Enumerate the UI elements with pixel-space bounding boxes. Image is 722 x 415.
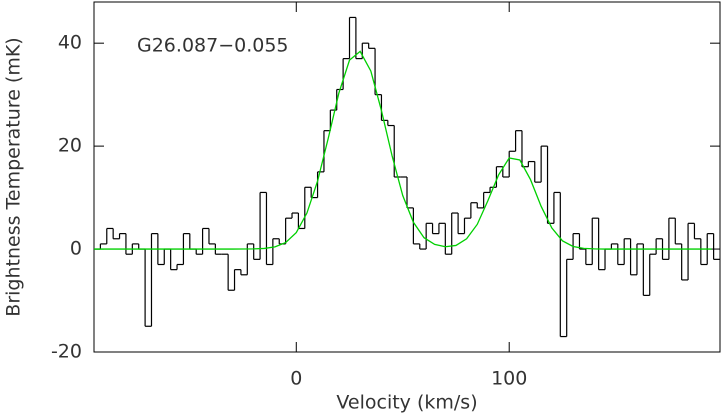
fit-curve [94,50,712,250]
x-tick-label: 0 [290,368,302,390]
plot-frame [93,1,721,353]
spectrum-risers [99,17,715,337]
y-tick-label: 0 [70,238,82,260]
x-axis-label: Velocity (km/s) [336,392,477,414]
annotation: G26.087−0.055 [137,35,289,57]
y-tick-label: 40 [58,32,82,54]
x-tick-label: 100 [491,368,527,390]
y-tick-label: -20 [51,341,82,363]
y-axis-label: Brightness Temperature (mK) [3,37,25,316]
y-tick-label: 20 [58,135,82,157]
